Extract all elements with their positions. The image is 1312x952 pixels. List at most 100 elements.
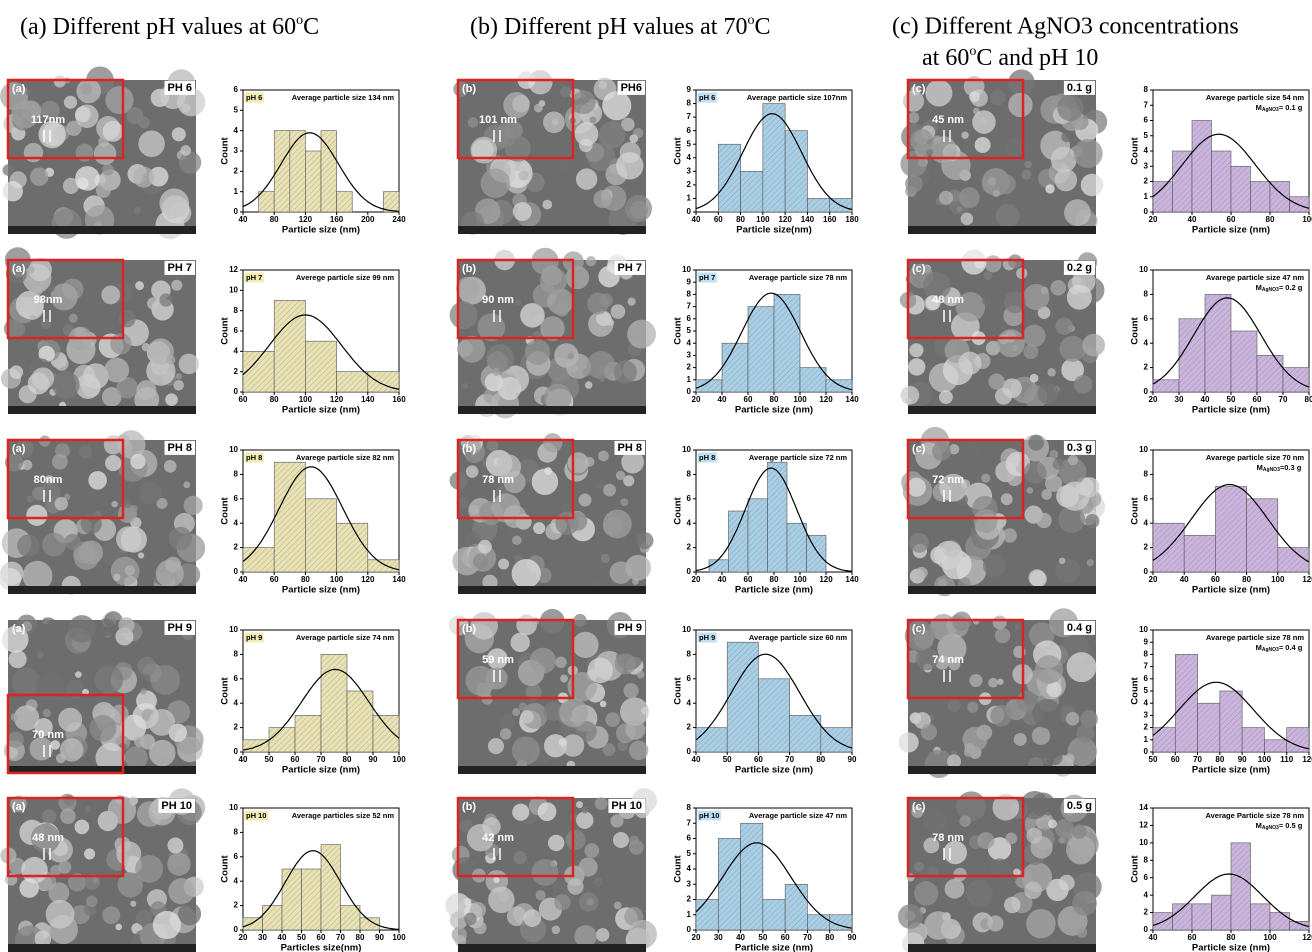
texture <box>1060 481 1090 511</box>
texture <box>947 754 962 769</box>
panel-label: (a) <box>12 263 26 275</box>
texture <box>116 376 138 399</box>
texture <box>958 187 980 209</box>
y-tick-label: 8 <box>687 290 692 299</box>
inset-box <box>906 258 1025 340</box>
fit-curve <box>695 467 853 572</box>
x-tick-label: 60 <box>714 215 723 224</box>
texture <box>1061 131 1073 143</box>
texture <box>1050 146 1077 173</box>
annotation: MAgNO3=0.3 g <box>1257 463 1302 473</box>
x-tick-label: 120 <box>778 215 792 224</box>
texture <box>495 454 522 480</box>
texture <box>520 302 545 328</box>
bar-hatch <box>321 130 337 212</box>
annotation-base: M <box>1256 821 1262 830</box>
sem-tag: 0.3 g <box>1067 442 1092 454</box>
texture <box>1054 168 1078 192</box>
texture <box>926 148 934 156</box>
bar-hatch <box>740 823 763 930</box>
y-tick-label: 6 <box>234 326 239 335</box>
texture <box>167 837 184 854</box>
texture <box>1002 378 1022 399</box>
y-tick-label: 6 <box>687 126 692 135</box>
bar-hatch <box>1231 331 1257 392</box>
bar-hatch <box>696 727 728 752</box>
annotation: MAgNO3= 0.4 g <box>1256 643 1303 653</box>
texture <box>558 738 567 747</box>
texture <box>1020 790 1049 820</box>
y-tick-label: 0 <box>234 925 239 934</box>
texture <box>54 497 69 511</box>
tag-background <box>1063 440 1095 455</box>
chart-title: Average particle size 78 nm <box>749 273 847 282</box>
texture <box>4 453 24 472</box>
sem-footer <box>908 766 1096 774</box>
texture <box>904 620 935 651</box>
texture <box>533 103 543 113</box>
texture <box>962 726 988 752</box>
texture <box>138 481 162 505</box>
texture <box>915 647 939 671</box>
texture <box>623 475 635 487</box>
x-tick-label: 100 <box>330 575 344 584</box>
texture <box>1013 868 1021 876</box>
scale-label: 98nm <box>34 294 63 306</box>
y-tick-label: 1 <box>687 194 692 203</box>
y-tick-label: 5 <box>234 105 239 114</box>
texture <box>466 823 495 852</box>
texture <box>1024 881 1042 900</box>
chart-title: Average particle size 134 nm <box>292 93 395 102</box>
texture <box>1013 732 1027 746</box>
histogram: 40 60 80 100 120 140 160 180 0 1 2 3 4 5 6 7 8 9 Particle … <box>673 85 860 235</box>
y-tick-label: 0 <box>1144 207 1149 216</box>
texture <box>1067 736 1097 767</box>
texture <box>1000 493 1013 506</box>
histogram: 20 30 40 50 60 70 80 90 0 1 2 3 4 5 6 7 8 Particle size (… <box>673 803 857 952</box>
bar-hatch <box>740 171 763 212</box>
texture <box>22 560 53 591</box>
fit-curve <box>695 292 853 391</box>
bar-hatch <box>383 191 399 212</box>
tag-background <box>608 798 645 813</box>
bar-hatch <box>1197 703 1220 752</box>
histogram: 20 30 40 50 60 70 80 0 2 4 6 8 10 Particle size (nm) C… <box>1130 265 1312 415</box>
x-tick-label: 120 <box>1302 933 1312 942</box>
texture <box>542 433 563 453</box>
inset-box <box>456 258 575 340</box>
x-tick-label: 70 <box>317 755 326 764</box>
texture <box>1 626 29 653</box>
bar-hatch <box>718 838 741 930</box>
texture <box>524 339 551 365</box>
x-tick-label: 100 <box>392 933 406 942</box>
bar-hatch <box>360 917 380 930</box>
texture <box>102 163 114 176</box>
texture <box>990 704 1012 727</box>
annotation-base: M <box>1256 103 1262 112</box>
bar-hatch <box>340 905 360 930</box>
texture <box>504 135 531 162</box>
texture <box>913 881 939 906</box>
y-tick-label: 3 <box>234 146 239 155</box>
sem-image: (c) 0.2 g 48 nm <box>899 249 1106 414</box>
texture <box>584 843 600 858</box>
texture <box>599 700 607 708</box>
panel-label: (a) <box>12 83 26 95</box>
x-tick-label: 80 <box>816 755 825 764</box>
bar-hatch <box>807 198 830 212</box>
scale-label: 117nm <box>31 114 65 126</box>
bar-hatch <box>748 306 774 392</box>
scale-label: 80nm <box>34 474 63 486</box>
y-tick-label: 10 <box>682 265 691 274</box>
y-tick-label: 7 <box>687 302 692 311</box>
texture <box>905 397 912 405</box>
histogram: 20 40 60 80 100 120 140 0 2 4 6 8 10 Particle size (n… <box>673 445 860 595</box>
texture <box>473 553 489 569</box>
bar-hatch <box>748 498 768 572</box>
texture <box>510 632 530 653</box>
texture <box>937 633 967 663</box>
bar-hatch <box>762 103 786 212</box>
texture <box>74 819 90 835</box>
y-tick-label: 10 <box>229 285 238 294</box>
texture <box>1076 926 1088 938</box>
